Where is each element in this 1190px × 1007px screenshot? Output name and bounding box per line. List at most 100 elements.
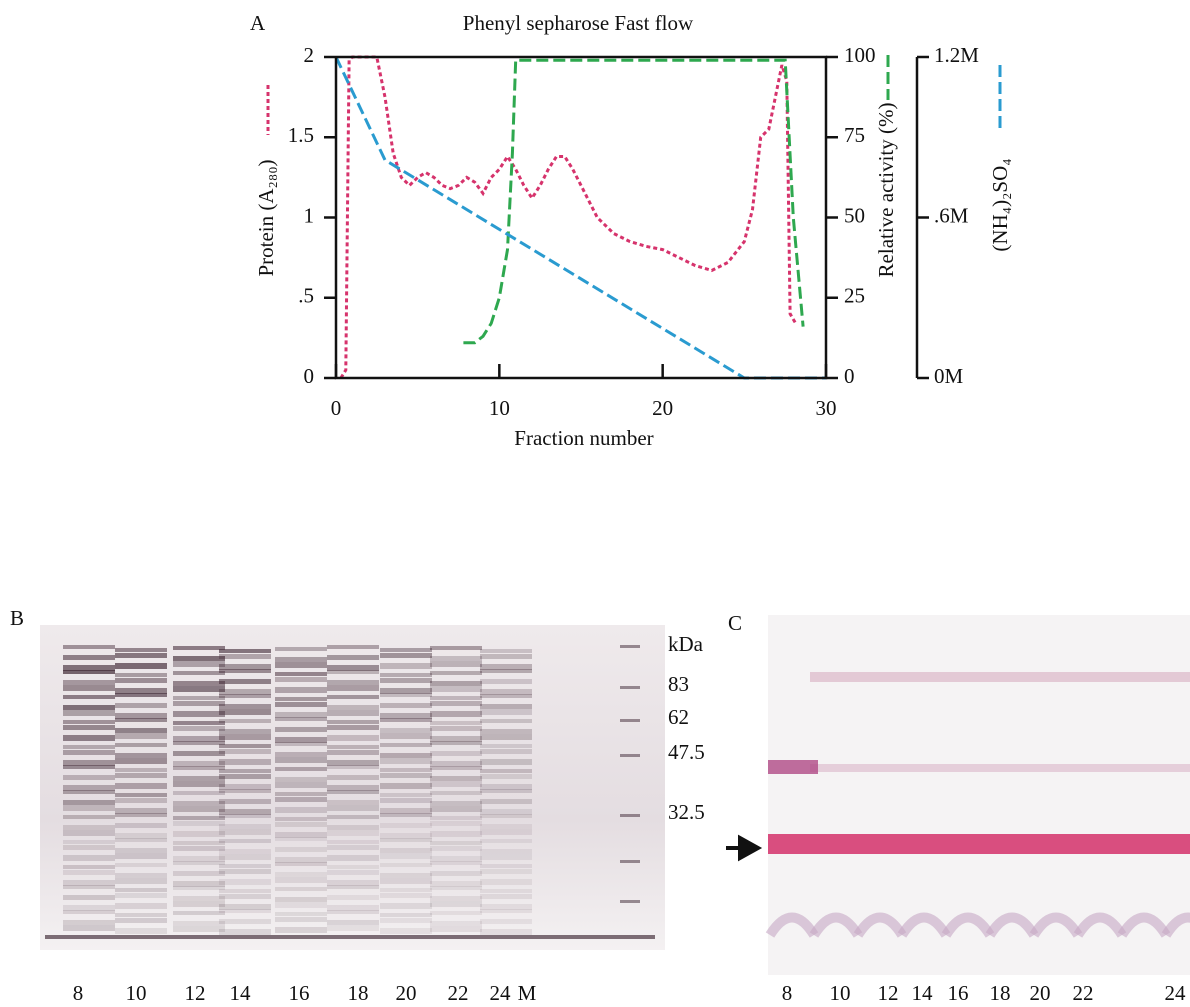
gel-band — [430, 736, 482, 742]
gel-band — [275, 847, 327, 852]
gel-band — [430, 801, 482, 806]
gel-band — [115, 848, 167, 853]
gel-band — [115, 798, 167, 803]
gel-band — [327, 815, 379, 819]
gel-band — [63, 905, 115, 911]
gel-band — [380, 733, 432, 739]
gel-band — [219, 694, 271, 698]
gel-band — [430, 861, 482, 865]
gel-band — [380, 703, 432, 708]
x-axis-label: Fraction number — [514, 426, 653, 450]
gel-band — [430, 871, 482, 876]
gel-band — [275, 807, 327, 813]
gel-band — [430, 816, 482, 820]
gel-band — [380, 743, 432, 747]
gel-b — [40, 625, 665, 950]
y2-tick-label: 50 — [844, 203, 865, 227]
gel-band — [115, 688, 167, 694]
gel-band — [380, 648, 432, 652]
gel-band — [115, 718, 167, 722]
lane-label: 24 — [490, 981, 512, 1005]
gel-band — [480, 854, 532, 860]
gel-band — [327, 710, 379, 716]
gel-band — [219, 869, 271, 874]
gel-band — [480, 799, 532, 804]
gel-band — [115, 768, 167, 772]
gel-band — [219, 854, 271, 860]
gel-band — [115, 793, 167, 797]
chart-title: Phenyl sepharose Fast flow — [463, 11, 694, 35]
gel-band — [63, 750, 115, 755]
gel-band — [219, 709, 271, 715]
gel-band — [327, 845, 379, 850]
lane-label: 8 — [782, 981, 793, 1005]
gel-band — [380, 713, 432, 719]
gel-band — [275, 917, 327, 922]
gel-band — [63, 645, 115, 649]
data-line — [334, 56, 826, 380]
gel-band — [275, 777, 327, 782]
gel-band — [219, 704, 271, 709]
well-arc — [853, 912, 907, 938]
gel-band — [219, 784, 271, 790]
y3-axis-label: (NH₄)₂SO₄ — [988, 158, 1012, 251]
gel-band — [327, 725, 379, 730]
gel-band — [430, 701, 482, 706]
gel-band — [115, 918, 167, 923]
gel-band — [430, 751, 482, 756]
gel-band — [275, 757, 327, 763]
gel-band — [275, 767, 327, 771]
gel-band — [173, 921, 225, 926]
gel-band — [480, 879, 532, 885]
gel-band — [173, 681, 225, 686]
gel-band — [430, 671, 482, 675]
gel-band — [219, 894, 271, 899]
panel-label: B — [10, 606, 24, 630]
gel-band — [63, 845, 115, 850]
gel-band — [219, 829, 271, 835]
y3-tick-label: .6M — [934, 203, 969, 227]
gel-band — [430, 896, 482, 901]
gel-band — [173, 901, 225, 907]
gel-band — [173, 801, 225, 806]
gel-band — [63, 725, 115, 730]
gel-band — [327, 665, 379, 671]
gel-band — [430, 741, 482, 745]
gel-band — [327, 885, 379, 889]
gel-band — [327, 680, 379, 685]
gel-band — [173, 766, 225, 770]
gel-band — [275, 697, 327, 701]
gel-band — [430, 776, 482, 781]
marker-band — [620, 719, 640, 722]
lane8-band — [768, 760, 818, 774]
gel-band — [115, 888, 167, 892]
gel-band — [380, 693, 432, 697]
gel-band — [219, 769, 271, 773]
gel-band — [327, 825, 379, 830]
gel-band — [380, 878, 432, 884]
gel-band — [173, 841, 225, 845]
gel-band — [219, 669, 271, 673]
gel-band — [327, 735, 379, 741]
gel-band — [380, 838, 432, 842]
lane-label: 24 — [1165, 981, 1187, 1005]
gel-band — [327, 765, 379, 769]
gel-band — [219, 809, 271, 815]
gel-band — [275, 702, 327, 707]
gel-band — [63, 745, 115, 749]
gel-band — [430, 886, 482, 890]
y2-tick-label: 75 — [844, 123, 865, 147]
gel-band — [380, 773, 432, 778]
lane-label: 10 — [126, 981, 147, 1005]
gel-band — [327, 785, 379, 791]
gel-band — [327, 800, 379, 805]
gel-band — [115, 808, 167, 814]
gel-band — [63, 680, 115, 685]
gel-band — [480, 909, 532, 913]
gel-band — [275, 872, 327, 877]
gel-band — [480, 689, 532, 695]
gel-band — [173, 821, 225, 826]
gel-band — [327, 645, 379, 649]
gel-band — [173, 696, 225, 700]
gel-band — [63, 685, 115, 691]
